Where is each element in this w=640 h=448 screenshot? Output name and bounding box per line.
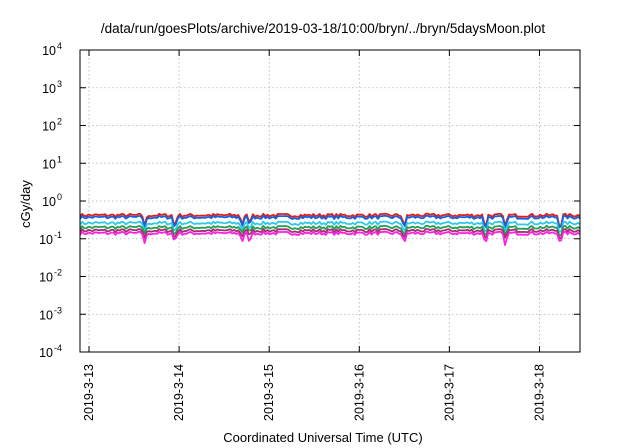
- series-line-5: [79, 228, 581, 240]
- series-line-3: [79, 220, 581, 233]
- chart-title: /data/run/goesPlots/archive/2019-03-18/1…: [101, 21, 546, 36]
- series-line-4: [79, 224, 581, 237]
- y-tick-label: 102: [42, 117, 62, 134]
- x-tick-label: 2019-3-14: [172, 364, 186, 421]
- y-tick-label: 10-1: [39, 230, 62, 247]
- series-line-1: [79, 212, 581, 227]
- y-tick-label: 104: [42, 41, 62, 58]
- x-axis-label: Coordinated Universal Time (UTC): [223, 430, 422, 445]
- y-tick-exponent: 0: [57, 192, 62, 202]
- x-tick-label: 2019-3-13: [82, 364, 96, 421]
- grid: [80, 50, 580, 352]
- y-tick-exponent: -1: [54, 230, 62, 240]
- y-tick-label: 10-3: [39, 305, 62, 322]
- series-line-2: [79, 214, 581, 229]
- series-line-6: [79, 230, 581, 246]
- y-tick-label: 101: [42, 154, 62, 171]
- y-tick-exponent: 1: [57, 154, 62, 164]
- ticks: 10-410-310-210-11001011021031042019-3-13…: [39, 41, 580, 421]
- x-tick-label: 2019-3-17: [442, 364, 456, 421]
- y-tick-label: 100: [42, 192, 62, 209]
- y-tick-exponent: 4: [57, 41, 62, 51]
- y-tick-label: 10-4: [39, 343, 62, 360]
- y-axis-label: cGy/day: [18, 180, 33, 228]
- y-tick-exponent: 2: [57, 117, 62, 127]
- y-tick-exponent: 3: [57, 79, 62, 89]
- y-tick-label: 10-2: [39, 268, 62, 285]
- y-tick-label: 103: [42, 79, 62, 96]
- y-tick-exponent: -3: [54, 305, 62, 315]
- series-group: [79, 212, 581, 246]
- x-tick-label: 2019-3-15: [262, 364, 276, 421]
- x-tick-label: 2019-3-16: [352, 364, 366, 421]
- y-tick-exponent: -4: [54, 343, 62, 353]
- x-tick-label: 2019-3-18: [532, 364, 546, 421]
- y-tick-exponent: -2: [54, 268, 62, 278]
